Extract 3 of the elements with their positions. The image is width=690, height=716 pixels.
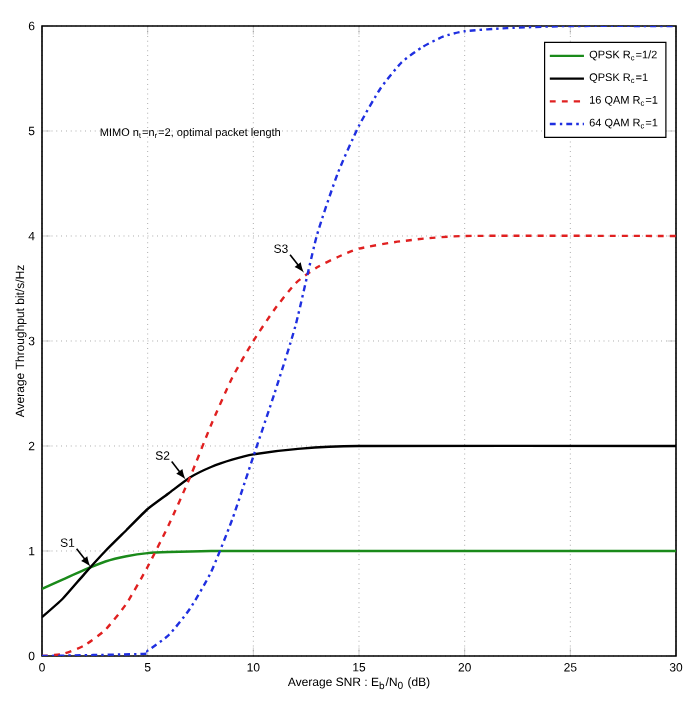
line-series [42,234,676,656]
line-series [42,26,676,656]
line-series [42,549,676,590]
